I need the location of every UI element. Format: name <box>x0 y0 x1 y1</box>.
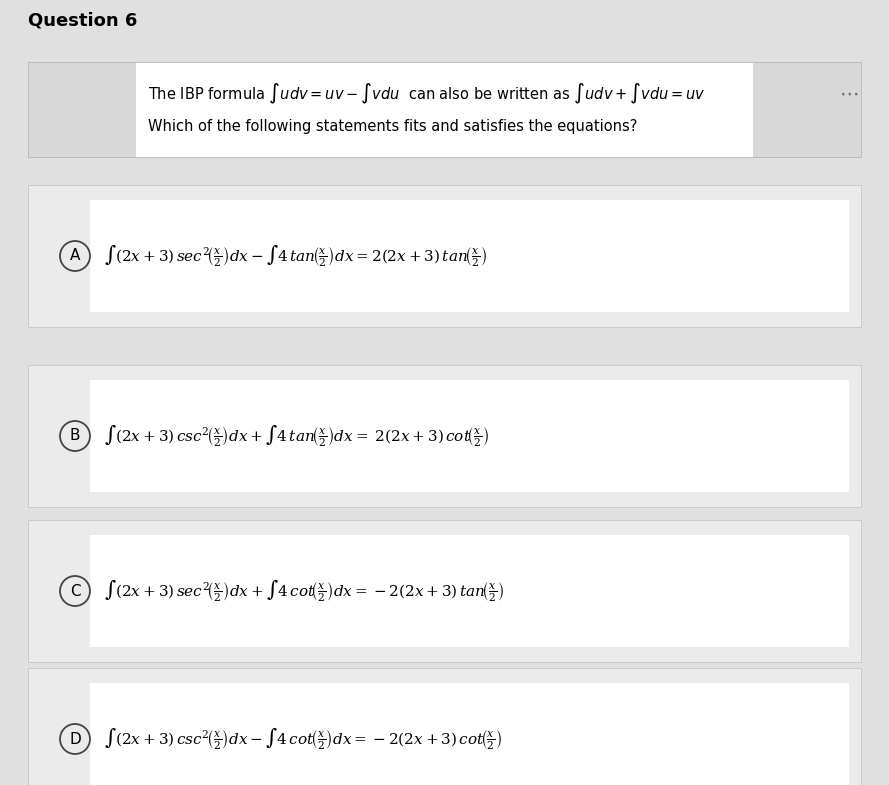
FancyBboxPatch shape <box>90 683 849 785</box>
Text: Question 6: Question 6 <box>28 12 138 30</box>
FancyBboxPatch shape <box>28 185 861 327</box>
Text: B: B <box>69 429 80 444</box>
FancyBboxPatch shape <box>90 200 849 312</box>
Text: $\int(2x+3)\,\mathit{sec}^2\!\left(\frac{x}{2}\right)dx + \int 4\,\mathit{cot}\!: $\int(2x+3)\,\mathit{sec}^2\!\left(\frac… <box>104 578 504 604</box>
Text: $\int(2x+3)\,\mathit{csc}^2\!\left(\frac{x}{2}\right)dx + \int 4\,\mathit{tan}\!: $\int(2x+3)\,\mathit{csc}^2\!\left(\frac… <box>104 422 489 449</box>
Text: C: C <box>69 583 80 598</box>
Text: $\int(2x+3)\,\mathit{csc}^2\!\left(\frac{x}{2}\right)dx - \int 4\,\mathit{cot}\!: $\int(2x+3)\,\mathit{csc}^2\!\left(\frac… <box>104 725 502 752</box>
FancyBboxPatch shape <box>136 62 861 157</box>
FancyBboxPatch shape <box>28 668 861 785</box>
Text: D: D <box>69 732 81 747</box>
FancyBboxPatch shape <box>90 380 849 492</box>
Text: The IBP formula $\int \mathbf{\mathit{udv}} = \mathbf{\mathit{uv}} - \int \mathb: The IBP formula $\int \mathbf{\mathit{ud… <box>148 82 706 106</box>
FancyBboxPatch shape <box>28 62 136 157</box>
FancyBboxPatch shape <box>28 365 861 507</box>
FancyBboxPatch shape <box>753 62 861 157</box>
Text: Which of the following statements fits and satisfies the equations?: Which of the following statements fits a… <box>148 119 637 134</box>
FancyBboxPatch shape <box>28 520 861 662</box>
Text: $\int(2x+3)\,\mathit{sec}^2\!\left(\frac{x}{2}\right)dx - \int 4\,\mathit{tan}\!: $\int(2x+3)\,\mathit{sec}^2\!\left(\frac… <box>104 243 487 269</box>
Text: A: A <box>70 249 80 264</box>
Text: ⋯: ⋯ <box>839 85 859 104</box>
FancyBboxPatch shape <box>90 535 849 647</box>
